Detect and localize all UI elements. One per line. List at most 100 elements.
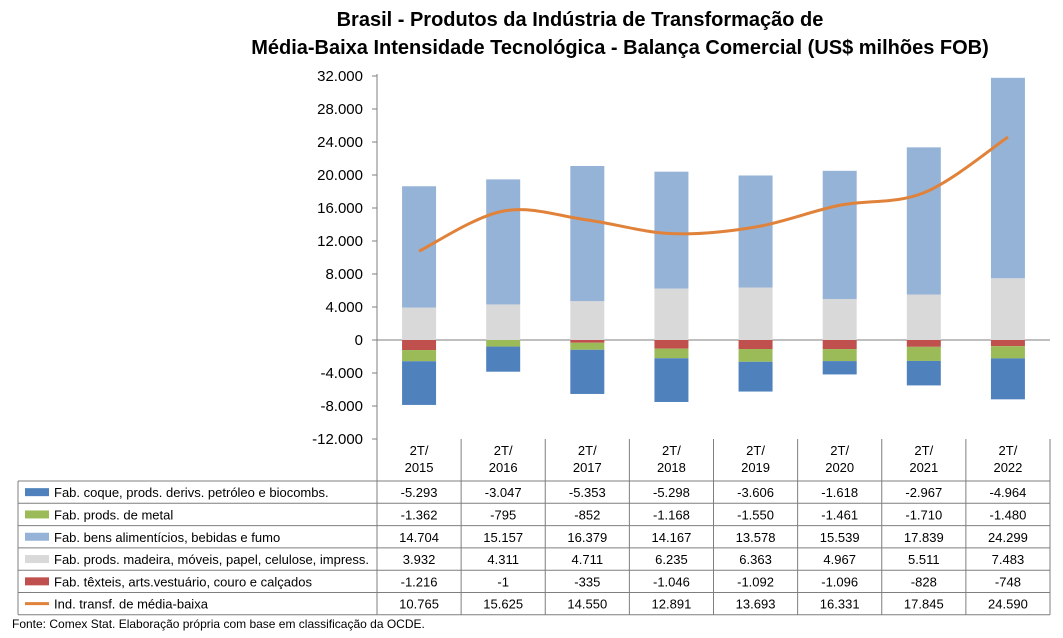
y-tick-label: 28.000 <box>317 101 363 118</box>
table-cell: 5.511 <box>908 552 940 567</box>
bar-segment <box>906 346 941 361</box>
bar-segment <box>738 349 773 362</box>
table-cell: 16.331 <box>820 597 860 612</box>
table-row-label: Fab. prods. madeira, móveis, papel, celu… <box>54 552 369 567</box>
bar-segment <box>906 147 941 295</box>
table-cell: -2.967 <box>905 485 942 500</box>
table-cell: 7.483 <box>992 552 1025 567</box>
y-tick-label: 8.000 <box>325 266 363 283</box>
y-tick-label: 20.000 <box>317 167 363 184</box>
table-cell: 10.765 <box>399 597 439 612</box>
bar-segment <box>402 186 437 308</box>
table-cell: -1.362 <box>401 507 438 522</box>
x-tick-label: 2019 <box>741 460 770 475</box>
legend-swatch <box>25 510 49 519</box>
x-tick-label: 2T/ <box>662 443 681 458</box>
table-row-label: Fab. têxteis, arts.vestuário, couro e ca… <box>54 574 312 589</box>
x-tick-label: 2T/ <box>746 443 765 458</box>
x-tick-label: 2018 <box>657 460 686 475</box>
bar-segment <box>402 340 437 351</box>
table-cell: 12.891 <box>652 597 692 612</box>
table-cell: -1.092 <box>737 574 774 589</box>
series-line <box>418 135 1009 253</box>
bar-segment <box>738 287 773 340</box>
bar-segment <box>570 301 605 340</box>
table-cell: -5.293 <box>401 485 438 500</box>
bar-segment <box>654 348 689 359</box>
legend-swatch <box>25 555 49 564</box>
table-cell: -1.216 <box>401 574 438 589</box>
bar-segment <box>990 77 1025 279</box>
x-tick-label: 2T/ <box>830 443 849 458</box>
chart-title-line1: Brasil - Produtos da Indústria de Transf… <box>336 9 824 31</box>
y-tick-label: 4.000 <box>325 299 363 316</box>
bar-segment <box>822 340 857 350</box>
x-tick-label: 2016 <box>489 460 518 475</box>
table-cell: -1.710 <box>905 507 942 522</box>
bar-segment <box>402 361 437 405</box>
y-tick-label: 16.000 <box>317 200 363 217</box>
bar-segment <box>990 278 1025 340</box>
table-cell: -852 <box>574 507 600 522</box>
table-cell: 13.578 <box>736 530 776 545</box>
table-cell: -4.964 <box>990 485 1027 500</box>
x-tick-label: 2021 <box>909 460 938 475</box>
x-tick-label: 2015 <box>405 460 434 475</box>
chart-title-line2: Média-Baixa Intensidade Tecnológica - Ba… <box>251 37 989 59</box>
bar-segment <box>654 340 689 349</box>
bar-segment <box>990 340 1025 347</box>
table-cell: 13.693 <box>736 597 776 612</box>
table-cell: 24.590 <box>988 597 1028 612</box>
bar-segment <box>822 349 857 362</box>
table-cell: -5.353 <box>569 485 606 500</box>
table-cell: 15.157 <box>483 530 523 545</box>
table-row-label: Fab. bens alimentícios, bebidas e fumo <box>54 530 280 545</box>
y-tick-label: 32.000 <box>317 68 363 85</box>
bar-segment <box>906 360 941 386</box>
bar-segment <box>738 340 773 350</box>
table-row-label: Fab. coque, prods. derivs. petróleo e bi… <box>54 485 329 500</box>
bar-segment <box>486 340 521 347</box>
legend-swatch <box>25 532 49 541</box>
bar-segment <box>402 307 437 340</box>
bar-segment <box>822 170 857 300</box>
table-cell: -3.047 <box>485 485 522 500</box>
y-tick-label: 12.000 <box>317 233 363 250</box>
x-tick-label: 2T/ <box>914 443 933 458</box>
x-tick-label: 2T/ <box>494 443 513 458</box>
table-cell: 4.311 <box>487 552 519 567</box>
table-cell: -3.606 <box>737 485 774 500</box>
x-tick-label: 2T/ <box>999 443 1018 458</box>
y-tick-label: -4.000 <box>320 365 363 382</box>
bar-segment <box>738 175 773 288</box>
table-cell: 14.550 <box>567 597 607 612</box>
legend-swatch <box>25 488 49 497</box>
table-row-label: Fab. prods. de metal <box>54 507 173 522</box>
table-cell: -5.298 <box>653 485 690 500</box>
table-cell: 15.539 <box>820 530 860 545</box>
table-cell: 4.967 <box>823 552 856 567</box>
bar-segment <box>990 358 1025 400</box>
x-tick-label: 2017 <box>573 460 602 475</box>
table-row-label: Ind. transf. de média-baixa <box>54 597 209 612</box>
table-cell: -1 <box>497 574 509 589</box>
bar-segment <box>906 294 941 340</box>
bar-segment <box>654 288 689 340</box>
table-cell: -795 <box>490 507 516 522</box>
table-cell: 24.299 <box>988 530 1028 545</box>
y-tick-label: 24.000 <box>317 134 363 151</box>
bar-segment <box>570 166 605 302</box>
bar-segment <box>654 358 689 402</box>
table-cell: 14.704 <box>399 530 439 545</box>
bar-segment <box>822 361 857 375</box>
bar-segment <box>906 340 941 347</box>
table-cell: -1.550 <box>737 507 774 522</box>
table-cell: 6.235 <box>655 552 688 567</box>
source-note: Fonte: Comex Stat. Elaboração própria co… <box>12 617 425 631</box>
bar-segment <box>486 179 521 305</box>
bar-segment <box>402 350 437 362</box>
table-cell: 14.167 <box>652 530 692 545</box>
table-cell: 6.363 <box>739 552 772 567</box>
x-tick-label: 2T/ <box>410 443 429 458</box>
